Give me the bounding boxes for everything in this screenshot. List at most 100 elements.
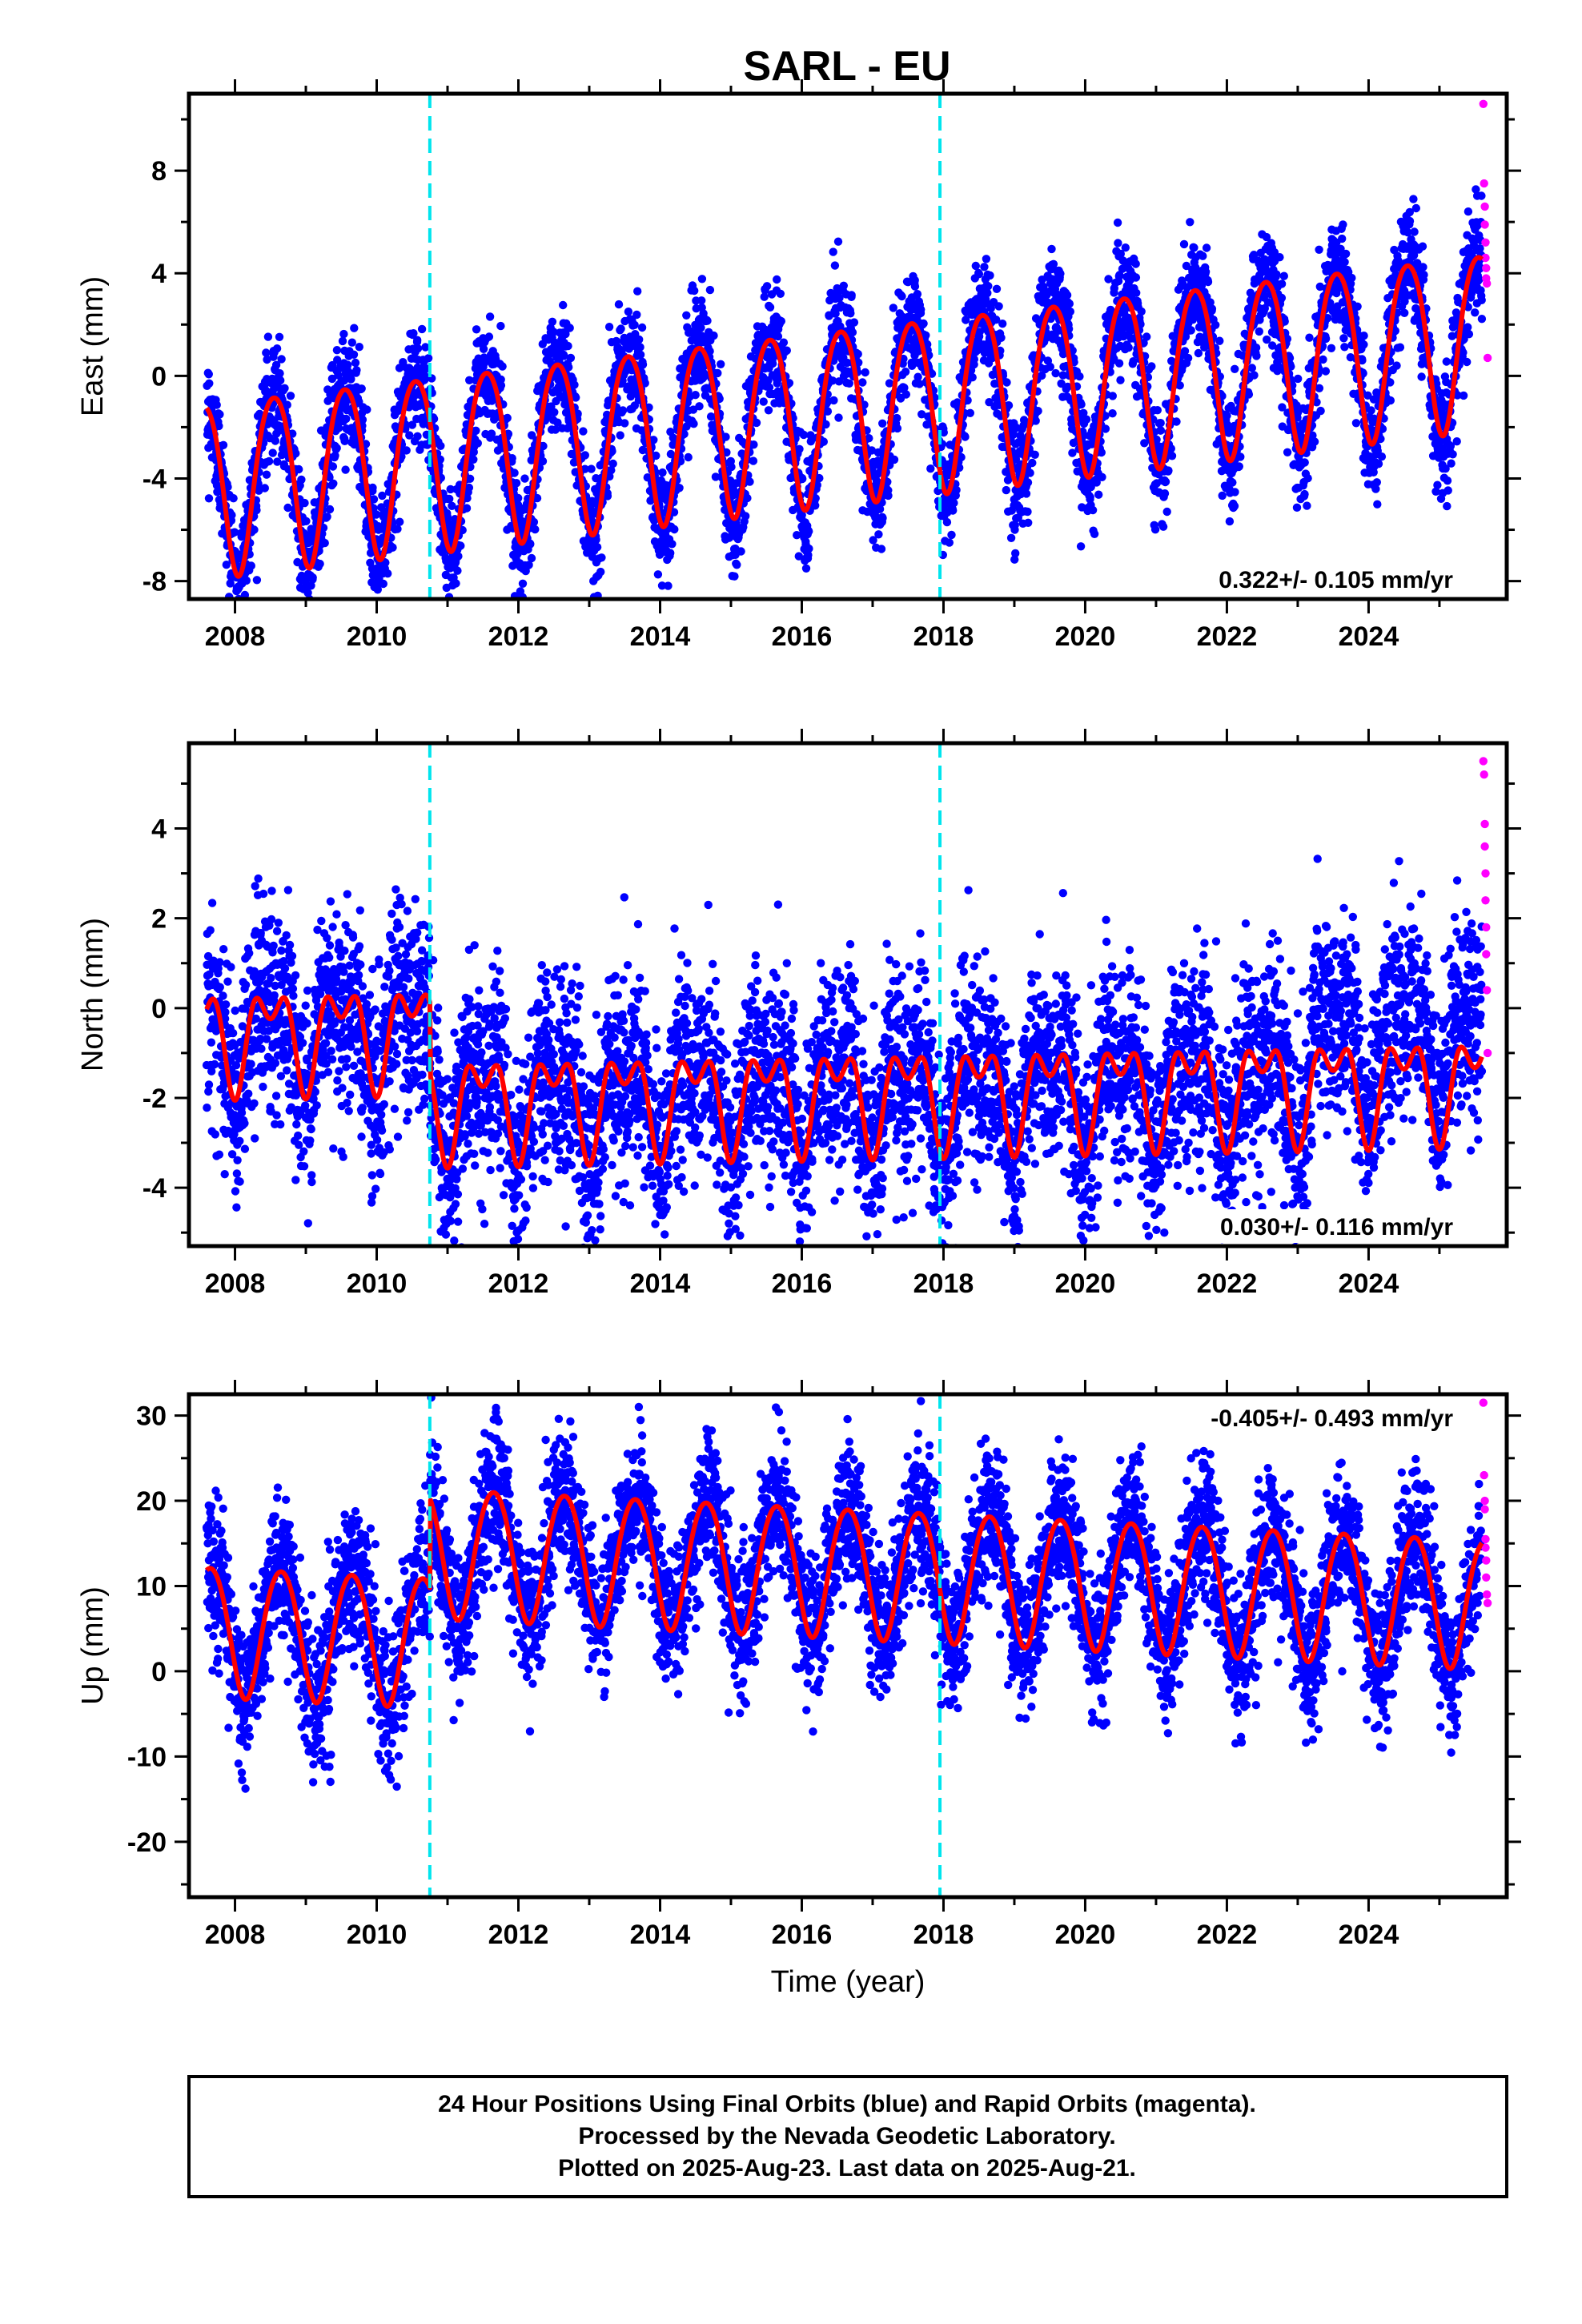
final-orbits-point	[205, 379, 214, 388]
final-orbits-point	[479, 344, 488, 353]
final-orbits-point	[926, 464, 935, 473]
final-orbits-point	[947, 530, 956, 540]
final-orbits-point	[997, 333, 1006, 342]
final-orbits-point	[743, 493, 752, 503]
final-orbits-point	[917, 305, 926, 314]
final-orbits-point	[1203, 277, 1213, 287]
final-orbits-point	[1006, 533, 1016, 542]
final-orbits-point	[565, 324, 574, 332]
final-orbits-point	[280, 384, 289, 392]
final-orbits-point	[369, 495, 379, 504]
final-orbits-point	[984, 282, 993, 291]
final-orbits-point	[572, 393, 580, 402]
final-orbits-point	[1230, 501, 1239, 511]
final-orbits-point	[1183, 353, 1193, 363]
final-orbits-point	[1179, 239, 1189, 249]
final-orbits-point	[242, 601, 250, 609]
final-orbits-point	[1028, 458, 1037, 468]
final-orbits-point	[1160, 489, 1170, 498]
final-orbits-point	[560, 352, 568, 360]
final-orbits-point	[465, 474, 475, 483]
final-orbits-point	[250, 525, 259, 534]
final-orbits-point	[1303, 474, 1312, 483]
final-orbits-point	[779, 338, 789, 347]
final-orbits-point	[1030, 450, 1039, 459]
final-orbits-point	[675, 484, 684, 493]
final-orbits-point	[272, 344, 282, 353]
final-orbits-point	[413, 432, 422, 440]
final-orbits-point	[436, 455, 444, 464]
final-orbits-point	[1075, 372, 1084, 381]
final-orbits-point	[1211, 320, 1220, 329]
final-orbits-point	[454, 552, 463, 561]
final-orbits-point	[1076, 542, 1086, 551]
final-orbits-point	[1022, 489, 1031, 498]
final-orbits-point	[304, 536, 314, 545]
final-orbits-point	[653, 570, 663, 579]
final-orbits-point	[527, 553, 536, 563]
final-orbits-point	[291, 449, 300, 458]
final-orbits-point	[408, 420, 417, 429]
final-orbits-point	[1244, 390, 1254, 399]
final-orbits-point	[347, 338, 356, 347]
final-orbits-point	[247, 561, 255, 570]
final-orbits-point	[339, 329, 348, 339]
final-orbits-point	[1279, 271, 1289, 280]
final-orbits-point	[1235, 462, 1244, 471]
final-orbits-point	[1147, 362, 1156, 371]
final-orbits-point	[805, 544, 813, 553]
chart-title: SARL - EU	[743, 43, 950, 90]
final-orbits-point	[1114, 239, 1122, 247]
final-orbits-point	[212, 400, 221, 409]
final-orbits-point	[618, 406, 628, 415]
final-orbits-point	[229, 494, 238, 503]
final-orbits-point	[652, 451, 661, 460]
final-orbits-point	[413, 344, 423, 353]
final-orbits-point	[1158, 522, 1168, 531]
final-orbits-point	[329, 479, 338, 488]
final-orbits-point	[801, 564, 811, 573]
final-orbits-point	[204, 370, 213, 379]
final-orbits-point	[549, 328, 558, 336]
final-orbits-point	[616, 324, 625, 333]
final-orbits-point	[349, 350, 359, 359]
final-orbits-point	[597, 553, 606, 562]
final-orbits-point	[592, 535, 600, 545]
final-orbits-point	[295, 464, 303, 474]
final-orbits-point	[636, 343, 644, 352]
final-orbits-point	[1167, 452, 1177, 460]
final-orbits-point	[889, 455, 899, 464]
final-orbits-point	[529, 517, 539, 527]
final-orbits-point	[484, 332, 494, 341]
final-orbits-point	[368, 483, 377, 493]
final-orbits-point	[1300, 458, 1309, 467]
final-orbits-point	[805, 527, 813, 536]
final-orbits-point	[853, 349, 862, 359]
final-orbits-point	[1255, 327, 1264, 336]
final-orbits-point	[1142, 332, 1151, 341]
final-orbits-point	[733, 561, 741, 569]
final-orbits-point	[524, 561, 533, 569]
final-orbits-point	[697, 275, 707, 283]
final-orbits-point	[512, 479, 521, 488]
final-orbits-point	[974, 270, 984, 279]
final-orbits-point	[559, 300, 568, 310]
final-orbits-point	[670, 525, 679, 534]
final-orbits-point	[635, 335, 644, 344]
final-orbits-point	[847, 291, 856, 300]
final-orbits-point	[300, 641, 308, 649]
final-orbits-point	[1223, 411, 1231, 420]
final-orbits-point	[352, 366, 361, 375]
final-orbits-point	[1113, 218, 1122, 227]
final-orbits-point	[286, 392, 295, 400]
final-orbits-point	[717, 360, 725, 368]
final-orbits-point	[901, 368, 910, 376]
final-orbits-point	[950, 498, 958, 508]
final-orbits-point	[373, 585, 382, 594]
final-orbits-point	[363, 405, 371, 414]
final-orbits-point	[1088, 505, 1098, 515]
final-orbits-point	[759, 397, 768, 406]
final-orbits-point	[607, 466, 616, 475]
final-orbits-point	[204, 494, 214, 503]
